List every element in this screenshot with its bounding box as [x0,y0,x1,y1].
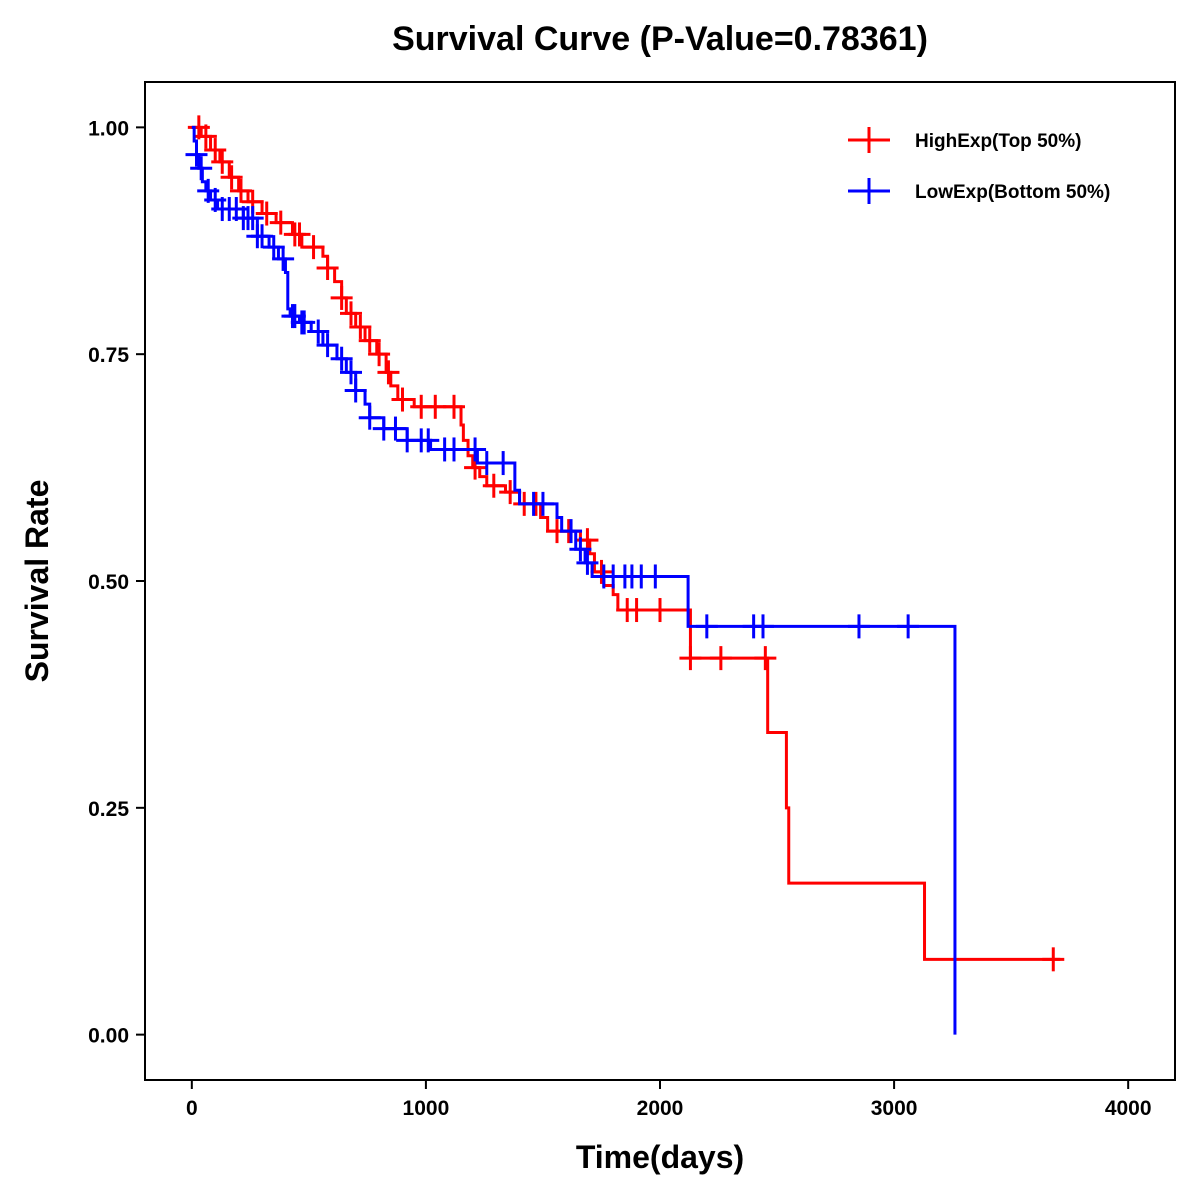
y-tick-label: 0.25 [88,798,129,821]
censor-mark-high [424,394,447,419]
y-tick-label: 0.00 [88,1025,129,1048]
censor-mark-low [576,550,599,575]
legend-item-high: HighExp(Top 50%) [848,127,1081,153]
y-tick-label: 1.00 [88,117,129,140]
censor-mark-low [241,206,264,231]
x-tick-label: 2000 [637,1097,684,1120]
censor-mark-low [293,310,316,335]
censor-mark-high [255,201,278,226]
censor-mark-high [229,178,252,203]
censor-mark-high [220,165,243,190]
y-tick-label: 0.75 [88,344,129,367]
censor-mark-low [316,333,339,358]
censor-mark-high [649,598,671,623]
censor-mark-high [679,646,702,671]
censor-mark-high [1042,947,1065,972]
censor-mark-high [499,480,522,505]
censor-mark-high [302,235,325,260]
censor-mark-low [897,614,920,639]
censor-mark-high [269,210,292,235]
censor-mark-low [307,319,330,344]
survival-line-low [191,125,957,1035]
censor-mark-high [368,342,391,367]
censor-mark-high [391,387,414,412]
x-tick-label: 0 [186,1097,198,1120]
censor-mark-high [482,473,505,498]
censor-mark-high [709,646,732,671]
legend-label-high: HighExp(Top 50%) [915,131,1081,152]
x-tick-label: 4000 [1105,1097,1152,1120]
chart-title: Survival Curve (P-Value=0.78361) [392,20,928,58]
censor-mark-low [569,537,592,562]
legend-label-low: LowExp(Bottom 50%) [915,182,1110,203]
censor-mark-high [377,360,400,385]
censor-mark-low [560,519,583,544]
censor-mark-low [344,378,367,403]
censor-mark-low [330,346,353,371]
series-low [185,125,957,1035]
x-tick-label: 1000 [403,1097,450,1120]
censor-mark-low [847,614,870,639]
series-high [187,115,1065,972]
censor-mark-low [190,156,213,181]
legend: HighExp(Top 50%) LowExp(Bottom 50%) [848,127,1110,204]
censor-mark-low [752,614,774,639]
censor-mark-high [754,646,777,671]
x-axis: 0 1000 2000 3000 4000 [186,1080,1152,1120]
y-axis: 0.00 0.25 0.50 0.75 1.00 [88,117,145,1048]
legend-item-low: LowExp(Bottom 50%) [848,178,1110,204]
censor-mark-low [384,416,407,441]
censor-mark-high [349,314,372,339]
censor-mark-high [316,255,339,280]
x-tick-label: 3000 [871,1097,918,1120]
censor-mark-high [330,285,353,310]
y-tick-label: 0.50 [88,571,129,594]
censor-mark-low [272,246,295,271]
censor-mark-low [531,491,554,516]
censor-mark-low [464,437,487,462]
censor-mark-high [590,559,613,584]
plot-area [185,115,1065,1035]
censor-mark-high [340,301,362,326]
censor-mark-high [358,328,381,353]
censor-mark-high [211,149,234,174]
censor-mark-low [695,614,718,639]
censor-mark-high [625,598,648,623]
censor-mark-high [443,394,465,419]
y-axis-title: Survival Rate [19,480,55,683]
censor-mark-low [644,564,667,589]
censor-mark-low [358,405,381,430]
x-axis-title: Time(days) [576,1139,744,1175]
survival-line-high [191,125,1061,961]
censor-mark-low [492,451,515,476]
censor-mark-low [251,224,274,249]
censor-mark-high [288,222,311,247]
censor-mark-low [443,437,465,462]
censor-mark-low [417,428,440,453]
censor-mark-low [340,360,362,385]
censor-mark-low [262,235,285,260]
censor-mark-high [194,124,217,149]
censor-mark-low [185,142,208,167]
